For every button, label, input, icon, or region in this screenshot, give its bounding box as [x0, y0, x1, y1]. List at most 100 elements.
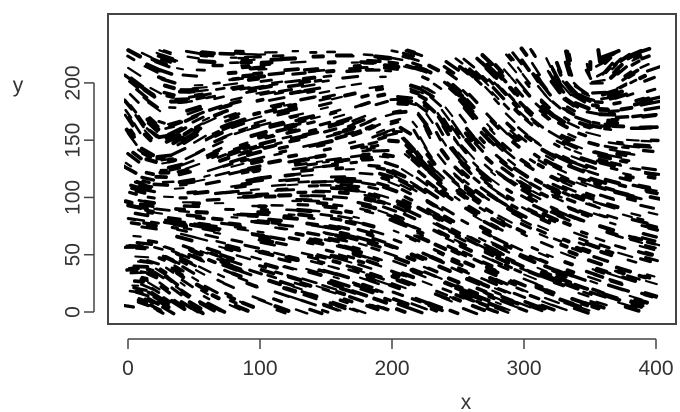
streamline-segment	[648, 99, 660, 105]
streamline-segment	[481, 126, 491, 136]
streamline-segment	[377, 135, 388, 141]
streamline-segment	[463, 67, 478, 81]
streamline-segment	[432, 82, 443, 90]
streamline-segment	[321, 79, 330, 83]
streamline-segment	[626, 68, 640, 79]
streamline-segment	[156, 54, 170, 62]
streamline-segment	[422, 100, 437, 114]
streamline-segment	[212, 81, 221, 85]
streamline-segment	[481, 260, 494, 268]
streamline-segment	[398, 125, 413, 136]
streamline-segment	[135, 240, 154, 246]
streamline-segment	[630, 217, 649, 225]
streamline-segment	[160, 77, 177, 85]
streamline-segment	[434, 130, 443, 142]
streamline-segment	[294, 162, 308, 167]
streamline-segment	[248, 178, 265, 184]
streamline-segment	[488, 127, 496, 136]
streamline-segment	[126, 132, 138, 147]
streamline-segment	[318, 90, 331, 95]
streamline-segment	[561, 80, 573, 94]
streamline-segment	[206, 301, 223, 313]
streamline-segment	[195, 95, 206, 101]
streamline-segment	[327, 121, 345, 129]
streamline-segment	[400, 188, 412, 196]
streamline-segment	[146, 290, 156, 297]
streamline-segment	[179, 281, 186, 287]
streamline-segment	[365, 287, 375, 294]
streamline-segment	[278, 279, 295, 288]
streamline-segment	[134, 255, 150, 259]
streamline-segment	[318, 120, 332, 127]
streamline-segment	[193, 134, 207, 144]
streamline-segment	[407, 306, 424, 315]
streamline-segment	[549, 175, 560, 183]
streamline-segment	[155, 153, 173, 159]
streamline-segment	[332, 203, 344, 208]
streamline-segment	[484, 66, 497, 79]
streamline-segment	[291, 71, 307, 76]
streamline-segment	[234, 185, 247, 190]
streamline-segment	[599, 202, 616, 210]
streamline-segment	[328, 111, 338, 116]
streamline-segment	[266, 273, 278, 280]
streamline-segment	[621, 158, 631, 163]
streamline-segment	[563, 146, 572, 151]
streamline-segment	[509, 129, 522, 141]
streamline-segment	[146, 211, 154, 215]
streamline-segment	[623, 70, 633, 78]
streamline-segment	[640, 112, 658, 119]
streamline-segment	[458, 243, 473, 253]
streamline-segment	[392, 238, 403, 244]
streamline-segment	[415, 176, 429, 187]
streamline-segment	[586, 258, 604, 267]
streamline-segment	[230, 121, 246, 130]
streamline-segment	[273, 152, 283, 157]
streamline-segment	[152, 182, 170, 187]
streamline-segment	[352, 215, 360, 220]
streamline-segment	[286, 82, 305, 89]
y-tick-label: 100	[62, 180, 85, 215]
streamline-segment	[226, 189, 240, 194]
streamline-segment	[238, 141, 249, 147]
streamline-segment	[527, 271, 541, 278]
y-tick-label: 200	[62, 65, 85, 100]
streamline-segment	[165, 93, 175, 99]
streamline-segment	[577, 92, 591, 100]
streamline-segment	[605, 202, 620, 210]
streamline-segment	[259, 78, 273, 83]
streamline-segment	[447, 229, 462, 238]
streamline-segment	[515, 301, 532, 309]
streamline-segment	[166, 57, 179, 62]
streamline-segment	[194, 209, 209, 215]
streamline-segment	[330, 265, 340, 270]
streamline-segment	[415, 150, 424, 159]
streamline-segment	[166, 126, 184, 137]
streamline-segment	[595, 106, 609, 110]
streamline-segment	[644, 189, 659, 195]
streamline-segment	[603, 186, 616, 193]
streamline-segment	[322, 74, 333, 79]
streamline-segment	[286, 183, 299, 187]
streamline-segment	[580, 180, 597, 188]
streamline-segment	[374, 99, 389, 107]
streamline-segment	[233, 129, 247, 136]
streamline-segment	[462, 57, 476, 69]
streamline-segment	[396, 202, 411, 211]
streamline-segment	[170, 147, 187, 157]
streamline-segment	[331, 300, 347, 308]
streamline-segment	[186, 190, 198, 195]
streamline-segment	[474, 77, 483, 86]
streamline-segment	[617, 251, 634, 258]
streamline-segment	[143, 129, 154, 140]
streamline-segment	[545, 253, 554, 259]
streamline-segment	[540, 303, 556, 312]
streamline-segment	[533, 177, 544, 185]
streamline-segment	[549, 210, 564, 219]
streamline-segment	[356, 227, 374, 235]
streamline-segment	[643, 243, 657, 250]
streamline-segment	[243, 117, 255, 123]
streamline-segment	[392, 205, 407, 213]
streamline-segment	[494, 291, 502, 296]
streamline-segment	[226, 70, 238, 76]
